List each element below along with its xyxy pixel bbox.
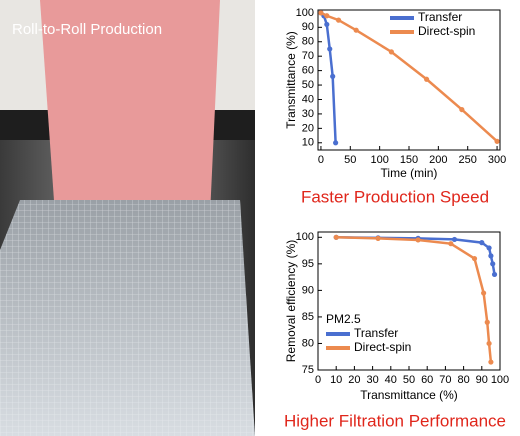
y-tick-label: 90 [302,284,314,296]
data-point [424,76,430,82]
y-tick-label: 40 [302,93,314,105]
x-tick-label: 60 [421,374,433,386]
y-tick-label: 80 [302,36,314,48]
data-point [459,106,465,113]
y-tick-label: 20 [302,122,314,134]
x-tick-label: 250 [459,154,477,166]
x-tick-label: 50 [344,154,356,166]
data-point [415,237,421,243]
legend-label: Direct-spin [418,24,475,38]
x-tick-label: 0 [315,374,321,386]
data-point [333,234,339,240]
y-tick-label: 75 [302,364,314,376]
y-axis-label: Removal efficiency (%) [284,240,298,362]
data-point [451,236,458,243]
photo: Roll-to-Roll Production [0,0,255,436]
x-axis-label: Time (min) [381,166,438,180]
data-point [388,49,394,55]
legend-title: PM2.5 [326,312,361,326]
x-tick-label: 0 [318,154,324,166]
legend-label: Direct-spin [354,340,411,354]
data-point [318,10,324,16]
x-tick-label: 30 [366,374,378,386]
y-tick-label: 100 [296,231,314,243]
data-point [448,241,454,247]
chart-caption: Faster Production Speed [301,187,489,206]
data-point [327,46,333,52]
legend-label: Transfer [354,326,398,340]
data-point [353,27,359,33]
x-tick-label: 200 [429,154,447,166]
data-point [335,17,342,23]
data-point [490,261,496,267]
x-tick-label: 20 [348,374,360,386]
x-tick-label: 150 [400,154,418,166]
data-point [471,255,478,262]
data-point [324,21,330,28]
data-point [491,271,498,278]
y-tick-label: 60 [302,65,314,77]
photo-label: Roll-to-Roll Production [12,21,162,38]
y-tick-label: 100 [296,7,314,19]
data-point [486,340,492,347]
data-point [333,140,339,146]
data-point [484,319,490,325]
y-tick-label: 90 [302,21,314,33]
data-point [481,290,487,296]
y-axis-label: Transmittance (%) [284,31,298,129]
data-point [479,240,485,246]
x-tick-label: 300 [488,154,506,166]
y-tick-label: 95 [302,258,314,270]
data-point [488,359,494,365]
legend-label: Transfer [418,10,462,24]
x-tick-label: 10 [330,374,342,386]
data-point [375,235,381,241]
y-tick-label: 70 [302,50,314,62]
data-point [494,138,500,144]
y-tick-label: 85 [302,311,314,323]
y-tick-label: 10 [302,137,314,149]
data-point [488,253,494,259]
x-axis-label: Transmittance (%) [360,388,458,402]
x-tick-label: 80 [457,374,469,386]
y-tick-label: 50 [302,79,314,91]
x-tick-label: 70 [439,374,451,386]
x-tick-label: 100 [491,374,509,386]
x-tick-label: 100 [370,154,388,166]
x-tick-label: 90 [476,374,488,386]
y-tick-label: 30 [302,108,314,120]
x-tick-label: 40 [385,374,397,386]
data-point [330,73,336,79]
x-tick-label: 50 [403,374,415,386]
chart-caption: Higher Filtration Performance [284,411,506,430]
data-point [486,245,492,251]
y-tick-label: 80 [302,337,314,349]
data-point [324,13,330,19]
